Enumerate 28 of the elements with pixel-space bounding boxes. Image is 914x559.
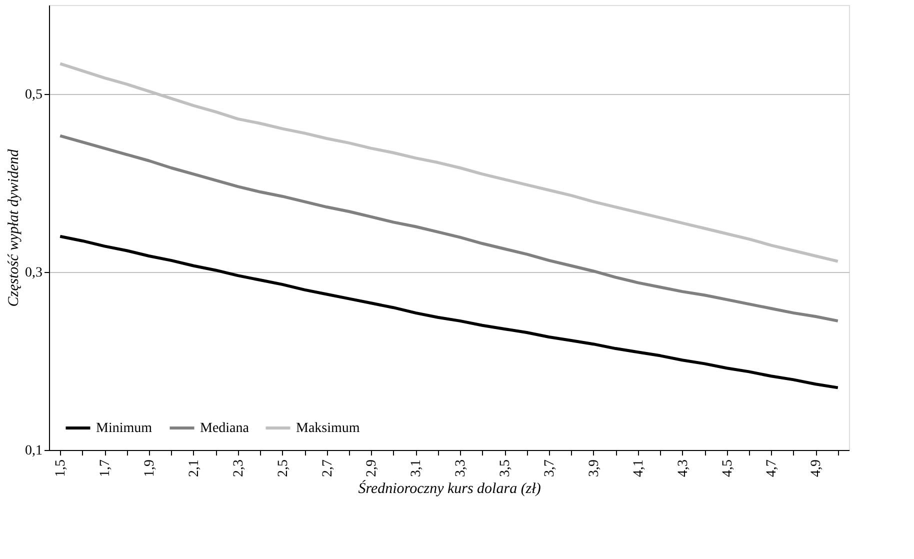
x-tick-label: 4,5 [720,460,736,477]
x-axis-title: Średnioroczny kurs dolara (zł) [358,480,541,497]
x-tick-label: 4,9 [809,460,824,477]
x-tick-label: 1,5 [54,460,69,477]
x-tick-label: 2,3 [231,460,246,477]
legend-label: Minimum [96,421,152,436]
x-tick-label: 3,9 [586,460,602,477]
x-tick-label: 4,3 [676,460,691,477]
x-tick-label: 4,1 [631,460,646,477]
x-tick-label: 2,7 [320,460,336,477]
y-tick-label: 0,5 [25,88,42,102]
x-tick-label: 2,9 [364,460,380,477]
x-tick-label: 3,5 [498,460,514,477]
x-tick-label: 2,1 [186,460,202,477]
line-series [58,134,840,322]
y-axis-title: Częstość wypłat dywidend [6,148,22,307]
line-series [58,234,840,390]
x-tick-label: 1,9 [142,460,158,477]
y-tick-label: 0,3 [25,266,42,280]
x-tick-label: 3,7 [542,460,558,477]
legend-label: Mediana [200,421,250,436]
x-tick-label: 2,5 [276,460,291,477]
x-tick-label: 3,3 [454,460,469,477]
y-tick-label: 0,1 [25,444,42,458]
x-tick-label: 4,7 [764,460,780,477]
legend-label: Maksimum [296,421,360,436]
x-tick-label: 3,1 [409,460,424,477]
x-tick-label: 1,7 [98,460,114,477]
